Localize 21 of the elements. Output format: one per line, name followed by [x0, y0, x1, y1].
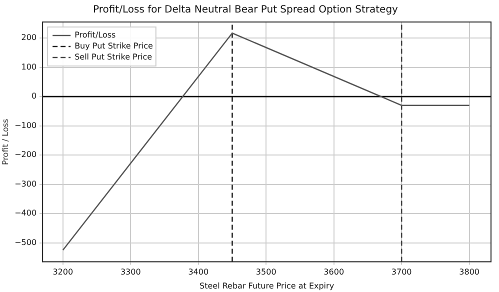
y-tick-label: −200	[14, 150, 37, 160]
y-tick-label: 200	[21, 33, 37, 42]
x-axis-title: Steel Rebar Future Price at Expiry	[200, 281, 334, 290]
y-tick-label: −100	[14, 120, 37, 130]
y-tick-label: 100	[21, 62, 37, 72]
legend-label: Buy Put Strike Price	[74, 42, 153, 51]
x-tick-label: 3600	[324, 268, 344, 277]
y-tick-label: 0	[31, 92, 37, 101]
y-tick-label: −300	[14, 179, 37, 188]
x-tick-label: 3700	[391, 268, 412, 277]
x-tick-label: 3400	[188, 268, 209, 277]
chart-title: Profit/Loss for Delta Neutral Bear Put Spread Option Strategy	[93, 4, 398, 16]
y-tick-label: −500	[14, 238, 37, 247]
legend-label: Sell Put Strike Price	[74, 52, 152, 62]
y-axis-title: Profit / Loss	[0, 118, 10, 165]
x-tick-label: 3200	[52, 268, 74, 277]
y-tick-label: −400	[14, 208, 37, 218]
x-tick-label: 3500	[256, 268, 276, 277]
x-tick-label: 3800	[459, 268, 480, 277]
x-tick-label: 3300	[120, 268, 141, 277]
legend-label: Profit/Loss	[74, 30, 116, 40]
